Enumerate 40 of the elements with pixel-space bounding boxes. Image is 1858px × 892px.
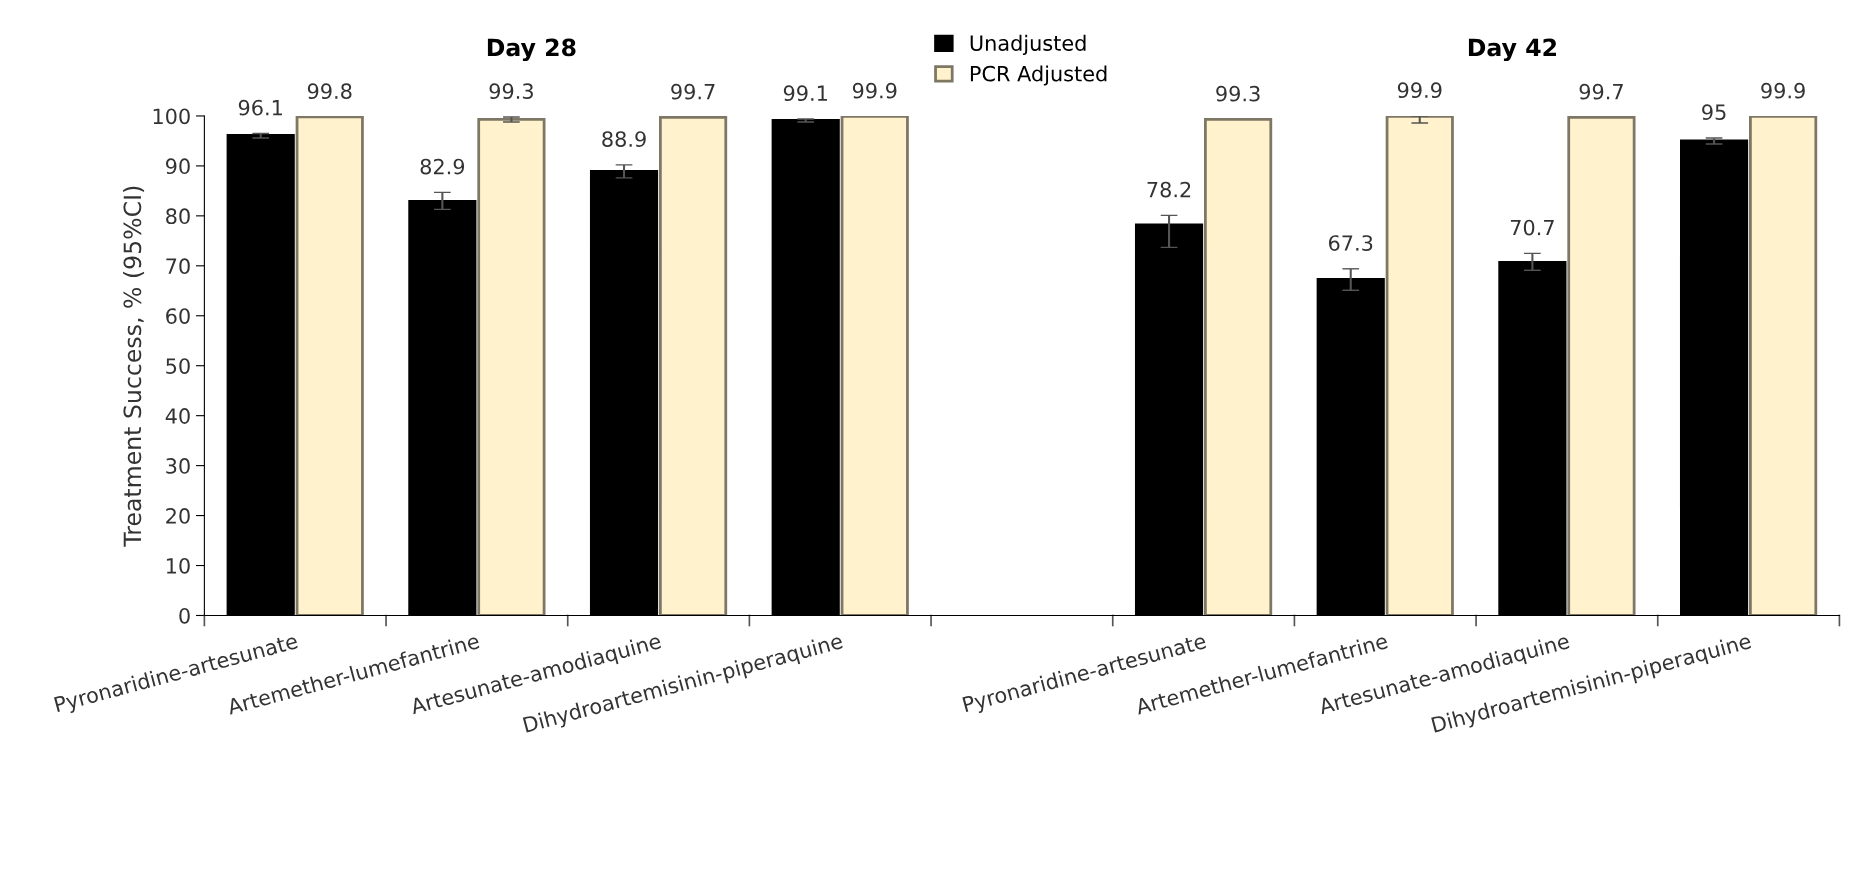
y-tick-label: 30 xyxy=(166,458,190,474)
bar xyxy=(1204,118,1273,616)
legend-label: Unadjusted xyxy=(970,34,1086,55)
bar xyxy=(840,115,909,616)
data-label: 67.3 xyxy=(1328,235,1373,251)
data-label: 95 xyxy=(1702,104,1726,121)
data-label: 99.8 xyxy=(307,83,352,100)
y-tick-label: 0 xyxy=(179,607,190,624)
y-tick-label: 80 xyxy=(166,208,190,225)
y-tick-label: 60 xyxy=(166,308,190,324)
data-label: 82.9 xyxy=(420,158,465,175)
bar xyxy=(1567,116,1636,616)
text: Day 42 xyxy=(1468,38,1556,62)
bar xyxy=(658,116,728,616)
data-label: 78.2 xyxy=(1147,181,1191,198)
data-label: 99.9 xyxy=(1761,82,1805,99)
data-label: 99.7 xyxy=(671,83,715,100)
data-label: 70.7 xyxy=(1510,219,1554,236)
data-label: 99.3 xyxy=(1216,85,1260,102)
data-label: 96.1 xyxy=(238,99,282,116)
legend-label: PCR Adjusted xyxy=(970,65,1107,86)
bar xyxy=(1749,115,1818,616)
bar xyxy=(1385,115,1454,616)
y-tick-label: 90 xyxy=(165,158,190,175)
data-label: 88.9 xyxy=(602,131,646,147)
bar xyxy=(477,118,546,616)
data-label: 99.9 xyxy=(1397,82,1442,99)
data-label: 99.1 xyxy=(783,85,827,102)
y-tick-label: 10 xyxy=(166,557,190,574)
bar xyxy=(295,115,364,616)
data-label: 99.3 xyxy=(489,83,533,100)
data-label: 99.7 xyxy=(1579,83,1623,100)
y-tick-label: 40 xyxy=(165,408,190,424)
y-tick-label: 50 xyxy=(166,358,190,374)
data-label: 99.9 xyxy=(852,82,897,99)
y-tick-label: 70 xyxy=(166,258,190,275)
y-axis-title: Treatment Success, % (95%CI) xyxy=(123,186,145,547)
text: Day 28 xyxy=(487,38,576,62)
y-tick-label: 20 xyxy=(166,508,190,524)
y-tick-label: 100 xyxy=(153,108,190,125)
